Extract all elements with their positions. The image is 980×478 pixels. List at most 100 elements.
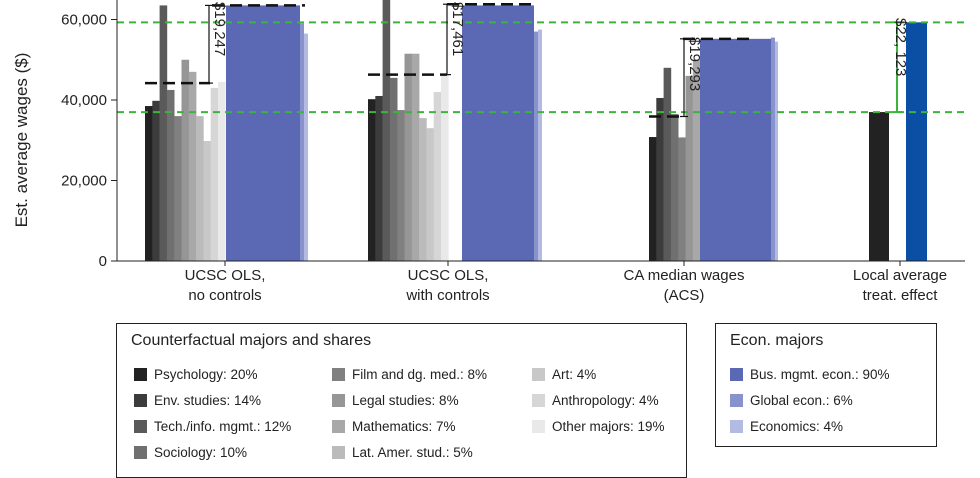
bar-lat-amer-stud--g1: [419, 118, 427, 261]
bar-bus-mgmt-econ--g0: [226, 5, 300, 261]
legend-label: Psychology: 20%: [154, 367, 258, 382]
legend-item: Env. studies: 14%: [134, 393, 261, 408]
legend-item: Tech./info. mgmt.: 12%: [134, 419, 291, 434]
legend-label: Mathematics: 7%: [352, 419, 456, 434]
bar-economics-g0: [304, 33, 308, 262]
bar-bus-mgmt-econ--g1: [462, 5, 534, 261]
bar-legal-studies-g0: [181, 59, 190, 261]
y-tick-label-3: 60,000: [61, 12, 107, 29]
weighted-mean-markers: $19,247 $17,461 $19,293 $22, 123: [145, 2, 909, 118]
bar-other-majors-g1: [441, 73, 449, 262]
group-label-0-line0: UCSC OLS,: [185, 267, 266, 284]
legend-econ-title: Econ. majors: [730, 332, 824, 349]
bar-global-econ--g0: [300, 23, 304, 262]
legend-label: Env. studies: 14%: [154, 393, 262, 408]
legend-label: Art: 4%: [552, 367, 597, 382]
legend-item: Global econ.: 6%: [730, 393, 853, 408]
legend-swatch: [134, 368, 147, 381]
bar-tech-info-mgmt--g0: [159, 5, 168, 261]
group-label-0-line1: no controls: [188, 287, 261, 304]
legend-label: Lat. Amer. stud.: 5%: [352, 445, 473, 460]
y-tick-label-0: 0: [99, 253, 107, 270]
bar-anthropology-g1: [433, 91, 442, 261]
group-label-1-line0: UCSC OLS,: [408, 267, 489, 284]
legend-label: Global econ.: 6%: [750, 393, 853, 408]
y-tick-label-1: 20,000: [61, 173, 107, 190]
difference-label-g2: $19,293: [686, 37, 703, 91]
legend-swatch: [532, 394, 545, 407]
bar-other-majors-g0: [218, 81, 226, 261]
bar-legal-studies-g1: [404, 53, 413, 262]
legend-item: Bus. mgmt. econ.: 90%: [730, 367, 890, 382]
bar-art-g1: [426, 128, 434, 261]
legend-item: Mathematics: 7%: [332, 419, 456, 434]
legend-label: Other majors: 19%: [552, 419, 665, 434]
legend-label: Bus. mgmt. econ.: 90%: [750, 367, 890, 382]
bar-psychology-g0: [145, 106, 153, 261]
legend-swatch: [332, 368, 345, 381]
legend-item: Other majors: 19%: [532, 419, 665, 434]
bar-tech-info-mgmt--g2: [663, 67, 672, 261]
legend-counterfactual-title: Counterfactual majors and shares: [131, 332, 372, 349]
bar-film-and-dg-med--g2: [678, 137, 686, 261]
legend-item: Psychology: 20%: [134, 367, 258, 382]
difference-label-g0: $19,247: [211, 2, 228, 56]
legend-item: Art: 4%: [532, 367, 596, 382]
bar-film-and-dg-med--g0: [174, 116, 182, 261]
bar-mathematics-g2: [692, 59, 701, 261]
legend-swatch: [134, 394, 147, 407]
legend-item: Sociology: 10%: [134, 445, 247, 460]
legend-item: Lat. Amer. stud.: 5%: [332, 445, 473, 460]
bar-psychology-g1: [368, 99, 376, 261]
legend-label: Film and dg. med.: 8%: [352, 367, 488, 382]
legend-swatch: [730, 368, 743, 381]
bar-economics-g1: [538, 29, 542, 261]
y-tick-label-2: 40,000: [61, 92, 107, 109]
axes-layer: 0 20,000 40,000 60,000 UCSC OLS, no controls U…: [61, 0, 965, 304]
legend-swatch: [532, 368, 545, 381]
bar-mathematics-g0: [188, 71, 197, 261]
legend-swatch: [134, 420, 147, 433]
reference-lines: [117, 21, 965, 114]
difference-label-g1: $17,461: [449, 2, 466, 56]
legend-counterfactual: Counterfactual majors and shares Psychol…: [116, 323, 687, 478]
legend-swatch: [532, 420, 545, 433]
group-label-2-line0: CA median wages: [624, 267, 745, 284]
legend-item: Film and dg. med.: 8%: [332, 367, 487, 382]
bar-lat-amer-stud--g0: [196, 116, 204, 261]
bar-art-g0: [203, 141, 211, 261]
bar-tech-info-mgmt--g1: [382, 0, 391, 261]
legend-item: Legal studies: 8%: [332, 393, 459, 408]
legend-item: Economics: 4%: [730, 419, 843, 434]
legend-swatch: [332, 446, 345, 459]
group-label-3-line0: Local average: [853, 267, 947, 284]
legend-swatch: [332, 394, 345, 407]
bar-bus-mgmt-econ--g2: [700, 38, 771, 261]
legend-label: Economics: 4%: [750, 419, 844, 434]
legend-label: Anthropology: 4%: [552, 393, 659, 408]
bar-anthropology-g0: [210, 87, 219, 261]
bar-late-1: [906, 22, 927, 261]
bar-env-studies-g0: [152, 100, 160, 262]
y-axis-title: Est. average wages ($): [12, 53, 31, 228]
legend-swatch: [730, 394, 743, 407]
legend-label: Legal studies: 8%: [352, 393, 459, 408]
bar-sociology-g1: [389, 77, 398, 261]
bar-global-econ--g1: [534, 31, 538, 262]
bar-sociology-g0: [166, 89, 175, 261]
bar-mathematics-g1: [411, 53, 420, 262]
bar-psychology-g2: [649, 137, 657, 261]
legend-swatch: [134, 446, 147, 459]
group-label-1-line1: with controls: [405, 287, 489, 304]
legend-swatch: [730, 420, 743, 433]
legend-econ: Econ. majors Bus. mgmt. econ.: 90% Global…: [715, 323, 937, 447]
legend-item: Anthropology: 4%: [532, 393, 659, 408]
legend-swatch: [332, 420, 345, 433]
bar-film-and-dg-med--g1: [397, 110, 405, 261]
bar-late-0: [869, 112, 889, 261]
legend-label: Sociology: 10%: [154, 445, 248, 460]
bars-layer: [145, 0, 927, 262]
bar-legal-studies-g2: [685, 75, 694, 261]
group-label-3-line1: treat. effect: [863, 287, 939, 304]
